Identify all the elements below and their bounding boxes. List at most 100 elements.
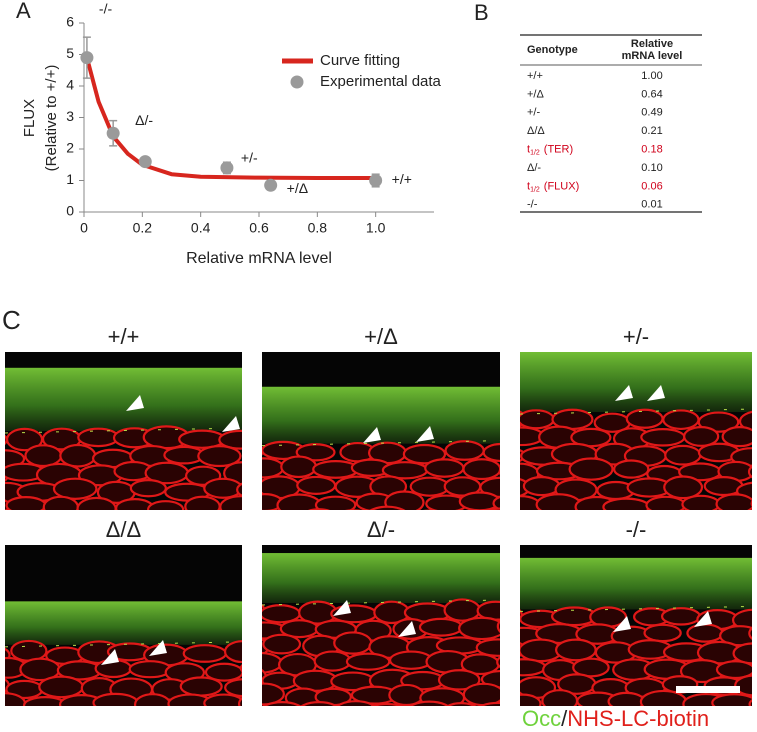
micrograph xyxy=(520,352,752,534)
cell-outline xyxy=(203,693,242,706)
caption: Occ/NHS-LC-biotin xyxy=(522,706,709,731)
cell-outline xyxy=(258,512,298,528)
level-cell: 0.01 xyxy=(641,199,662,211)
level-cell: 0.49 xyxy=(641,107,662,119)
image-title: -/- xyxy=(626,517,647,542)
cell-outline xyxy=(422,509,435,510)
cell-outline xyxy=(664,444,702,466)
cell-outline xyxy=(640,428,686,447)
y-tick-label: 0 xyxy=(66,203,74,219)
data-point xyxy=(220,161,234,175)
y-tick-label: 2 xyxy=(66,140,74,156)
cell-outline xyxy=(462,458,500,481)
micrograph xyxy=(231,545,500,723)
genotype-main: t xyxy=(527,180,530,192)
data-point xyxy=(264,178,278,192)
cell-outline xyxy=(478,701,500,706)
cell-outline xyxy=(224,678,242,698)
arrowhead xyxy=(222,416,240,432)
cell-outline xyxy=(231,706,267,723)
cell-outline xyxy=(748,626,752,640)
y-tick-label: 6 xyxy=(66,14,74,30)
cell-outline xyxy=(129,479,167,498)
genotype-sub: 1/2 xyxy=(530,186,540,193)
cell-outline xyxy=(146,710,189,729)
cell-outline xyxy=(182,712,224,731)
level-cell: 0.64 xyxy=(641,88,662,100)
cell-outline xyxy=(262,633,302,655)
fit-curve xyxy=(84,57,376,180)
green-layer xyxy=(520,557,752,610)
cell-outline xyxy=(486,507,500,510)
arrowhead xyxy=(647,385,665,401)
cell-outline xyxy=(458,616,500,641)
cell-outline xyxy=(262,701,302,706)
cell-outline xyxy=(667,513,703,534)
cell-outline xyxy=(77,427,120,448)
cell-outline xyxy=(147,500,185,510)
panel-label: B xyxy=(474,0,489,25)
cell-outline xyxy=(296,475,337,495)
genotype-rest: (FLUX) xyxy=(544,180,579,192)
cell-outline xyxy=(520,426,545,447)
cell-outline xyxy=(535,493,582,510)
genotype-cell: t1/2 (TER) xyxy=(527,144,573,157)
arrowhead xyxy=(149,640,167,656)
y-tick-label: 3 xyxy=(66,108,74,124)
cell-outline xyxy=(496,656,500,669)
point-label: -/- xyxy=(99,0,113,16)
cell-outline xyxy=(681,494,721,510)
cell-outline xyxy=(204,662,242,682)
data-point xyxy=(80,51,94,65)
cell-outline xyxy=(218,429,242,450)
x-tick-label: 0 xyxy=(80,220,88,236)
cell-outline xyxy=(445,702,477,706)
image-title: Δ/- xyxy=(367,517,395,542)
cell-outline xyxy=(370,702,404,706)
cell-outline xyxy=(750,499,752,508)
micrograph xyxy=(0,352,242,534)
caption-part: / xyxy=(561,706,568,731)
cell-outline xyxy=(0,713,8,732)
cell-outline xyxy=(444,440,485,461)
genotype-rest: (TER) xyxy=(544,144,573,156)
legend-label: Experimental data xyxy=(320,73,442,90)
level-cell: 0.21 xyxy=(641,125,662,137)
cell-outline xyxy=(498,467,500,476)
data-point xyxy=(138,155,152,169)
cell-outline xyxy=(660,607,701,626)
cell-outline xyxy=(52,477,98,500)
cell-outline xyxy=(521,513,556,533)
scale-bar xyxy=(676,686,740,693)
cell-outline xyxy=(663,475,704,500)
tight-junction xyxy=(262,599,500,606)
x-axis-label: Relative mRNA level xyxy=(186,250,332,267)
cell-outline xyxy=(223,640,242,664)
cell-outline xyxy=(164,513,210,532)
cell-outline xyxy=(345,652,391,671)
cell-outline xyxy=(424,458,465,478)
cell-outline xyxy=(179,676,223,697)
cell-outline xyxy=(333,631,373,655)
cell-outline xyxy=(554,638,597,662)
cell-outline xyxy=(0,513,25,534)
genotype-main: t xyxy=(527,144,530,156)
cell-outline xyxy=(237,696,242,706)
cell-outline xyxy=(402,443,447,465)
cell-outline xyxy=(280,455,318,479)
panel-label: C xyxy=(2,305,21,335)
cell-outline xyxy=(492,495,500,510)
x-tick-label: 0.6 xyxy=(249,220,269,236)
green-layer xyxy=(520,352,752,413)
cell-outline xyxy=(475,638,500,657)
caption-part: NHS-LC-biotin xyxy=(567,706,709,731)
cell-outline xyxy=(738,410,752,433)
image-title: Δ/Δ xyxy=(106,517,142,542)
cell-outline xyxy=(568,457,614,481)
arrowhead xyxy=(694,611,712,627)
cell-outline xyxy=(11,712,46,728)
x-tick-label: 0.2 xyxy=(133,220,153,236)
data-point xyxy=(369,174,383,187)
cell-outline xyxy=(437,669,481,691)
